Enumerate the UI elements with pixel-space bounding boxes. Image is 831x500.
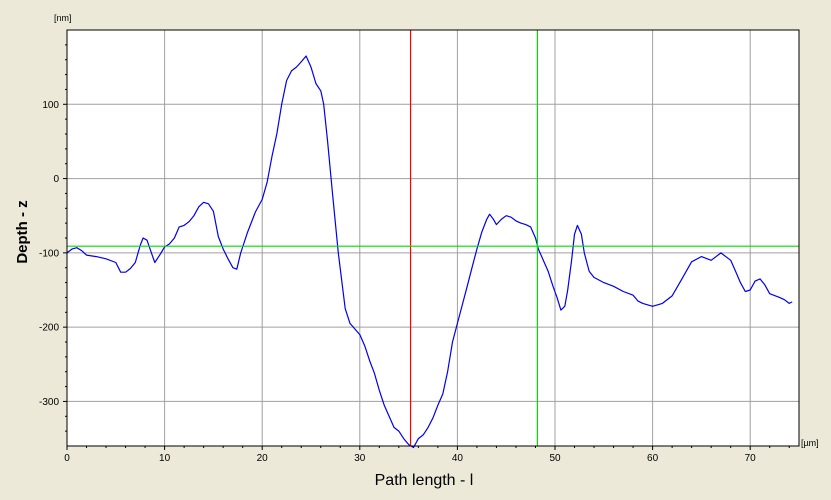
x-axis-label: Path length - l bbox=[375, 472, 474, 489]
x-tick-label: 40 bbox=[452, 453, 464, 464]
y-unit-label: [nm] bbox=[54, 13, 72, 23]
plot-frame bbox=[66, 29, 800, 447]
x-tick-label: 70 bbox=[745, 453, 757, 464]
depth-profile-line bbox=[66, 55, 793, 449]
plot-area[interactable] bbox=[67, 30, 799, 446]
y-tick-label: -200 bbox=[39, 323, 59, 334]
x-tick-label: 0 bbox=[64, 453, 70, 464]
y-tick-label: -100 bbox=[39, 248, 59, 259]
x-tick-label: 60 bbox=[647, 453, 659, 464]
y-axis-label: Depth - z bbox=[14, 200, 31, 263]
series-layer bbox=[66, 55, 793, 449]
x-tick-label: 30 bbox=[354, 453, 366, 464]
grid bbox=[67, 30, 799, 446]
x-unit-label: [µm] bbox=[801, 438, 819, 448]
x-tick-label: 20 bbox=[257, 453, 269, 464]
y-tick-label: 100 bbox=[42, 100, 59, 111]
y-tick-label: -300 bbox=[39, 397, 59, 408]
axis-ticks: 0 10 20 30 40 50 60 70 100 0 -100 -200 -300 bbox=[39, 44, 790, 464]
y-tick-label: 0 bbox=[53, 174, 59, 185]
x-tick-label: 10 bbox=[159, 453, 171, 464]
x-tick-label: 50 bbox=[549, 453, 561, 464]
cursor-layer[interactable] bbox=[67, 30, 799, 446]
